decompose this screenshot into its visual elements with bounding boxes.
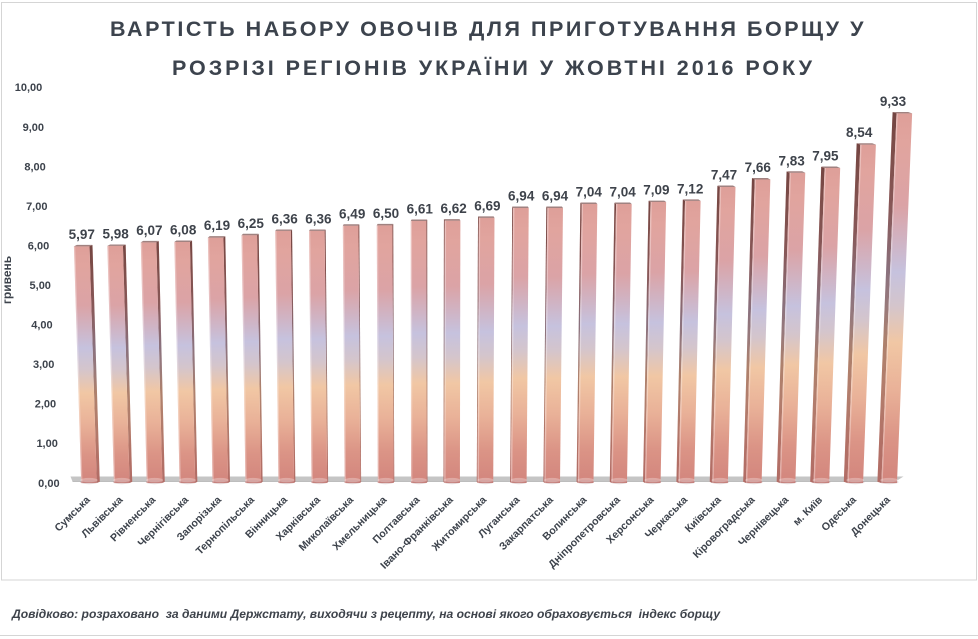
svg-text:6,07: 6,07 xyxy=(136,223,162,238)
svg-text:6,08: 6,08 xyxy=(170,222,197,237)
svg-text:5,00: 5,00 xyxy=(30,280,51,292)
svg-text:6,94: 6,94 xyxy=(508,188,535,203)
svg-text:6,19: 6,19 xyxy=(204,218,230,233)
svg-text:7,09: 7,09 xyxy=(643,183,669,198)
svg-text:7,47: 7,47 xyxy=(711,167,737,182)
svg-text:7,00: 7,00 xyxy=(26,201,47,213)
svg-text:8,00: 8,00 xyxy=(24,161,45,173)
svg-text:8,54: 8,54 xyxy=(846,125,873,140)
svg-text:6,36: 6,36 xyxy=(271,211,298,226)
svg-text:6,69: 6,69 xyxy=(474,198,500,213)
svg-text:6,49: 6,49 xyxy=(339,206,365,221)
svg-text:4,00: 4,00 xyxy=(31,320,52,332)
svg-text:6,36: 6,36 xyxy=(305,211,332,226)
svg-text:6,25: 6,25 xyxy=(238,216,265,231)
svg-text:гривень: гривень xyxy=(0,256,14,304)
svg-text:7,12: 7,12 xyxy=(677,181,703,196)
svg-text:6,61: 6,61 xyxy=(407,202,434,217)
svg-text:6,94: 6,94 xyxy=(542,188,569,203)
svg-text:7,95: 7,95 xyxy=(812,149,839,164)
svg-text:7,04: 7,04 xyxy=(576,185,603,200)
svg-text:5,98: 5,98 xyxy=(102,226,129,241)
svg-text:1,00: 1,00 xyxy=(36,438,57,450)
svg-text:7,83: 7,83 xyxy=(778,153,805,168)
svg-text:7,66: 7,66 xyxy=(745,160,772,175)
svg-text:5,97: 5,97 xyxy=(69,227,95,242)
svg-text:6,62: 6,62 xyxy=(440,201,466,216)
svg-text:6,00: 6,00 xyxy=(28,240,49,252)
svg-text:9,33: 9,33 xyxy=(880,94,907,109)
svg-text:0,00: 0,00 xyxy=(38,478,59,490)
svg-text:2,00: 2,00 xyxy=(35,399,56,411)
svg-text:9,00: 9,00 xyxy=(23,122,44,134)
svg-text:6,50: 6,50 xyxy=(373,206,399,221)
svg-text:10,00: 10,00 xyxy=(15,82,43,94)
svg-text:7,04: 7,04 xyxy=(609,185,636,200)
svg-text:3,00: 3,00 xyxy=(33,359,54,371)
